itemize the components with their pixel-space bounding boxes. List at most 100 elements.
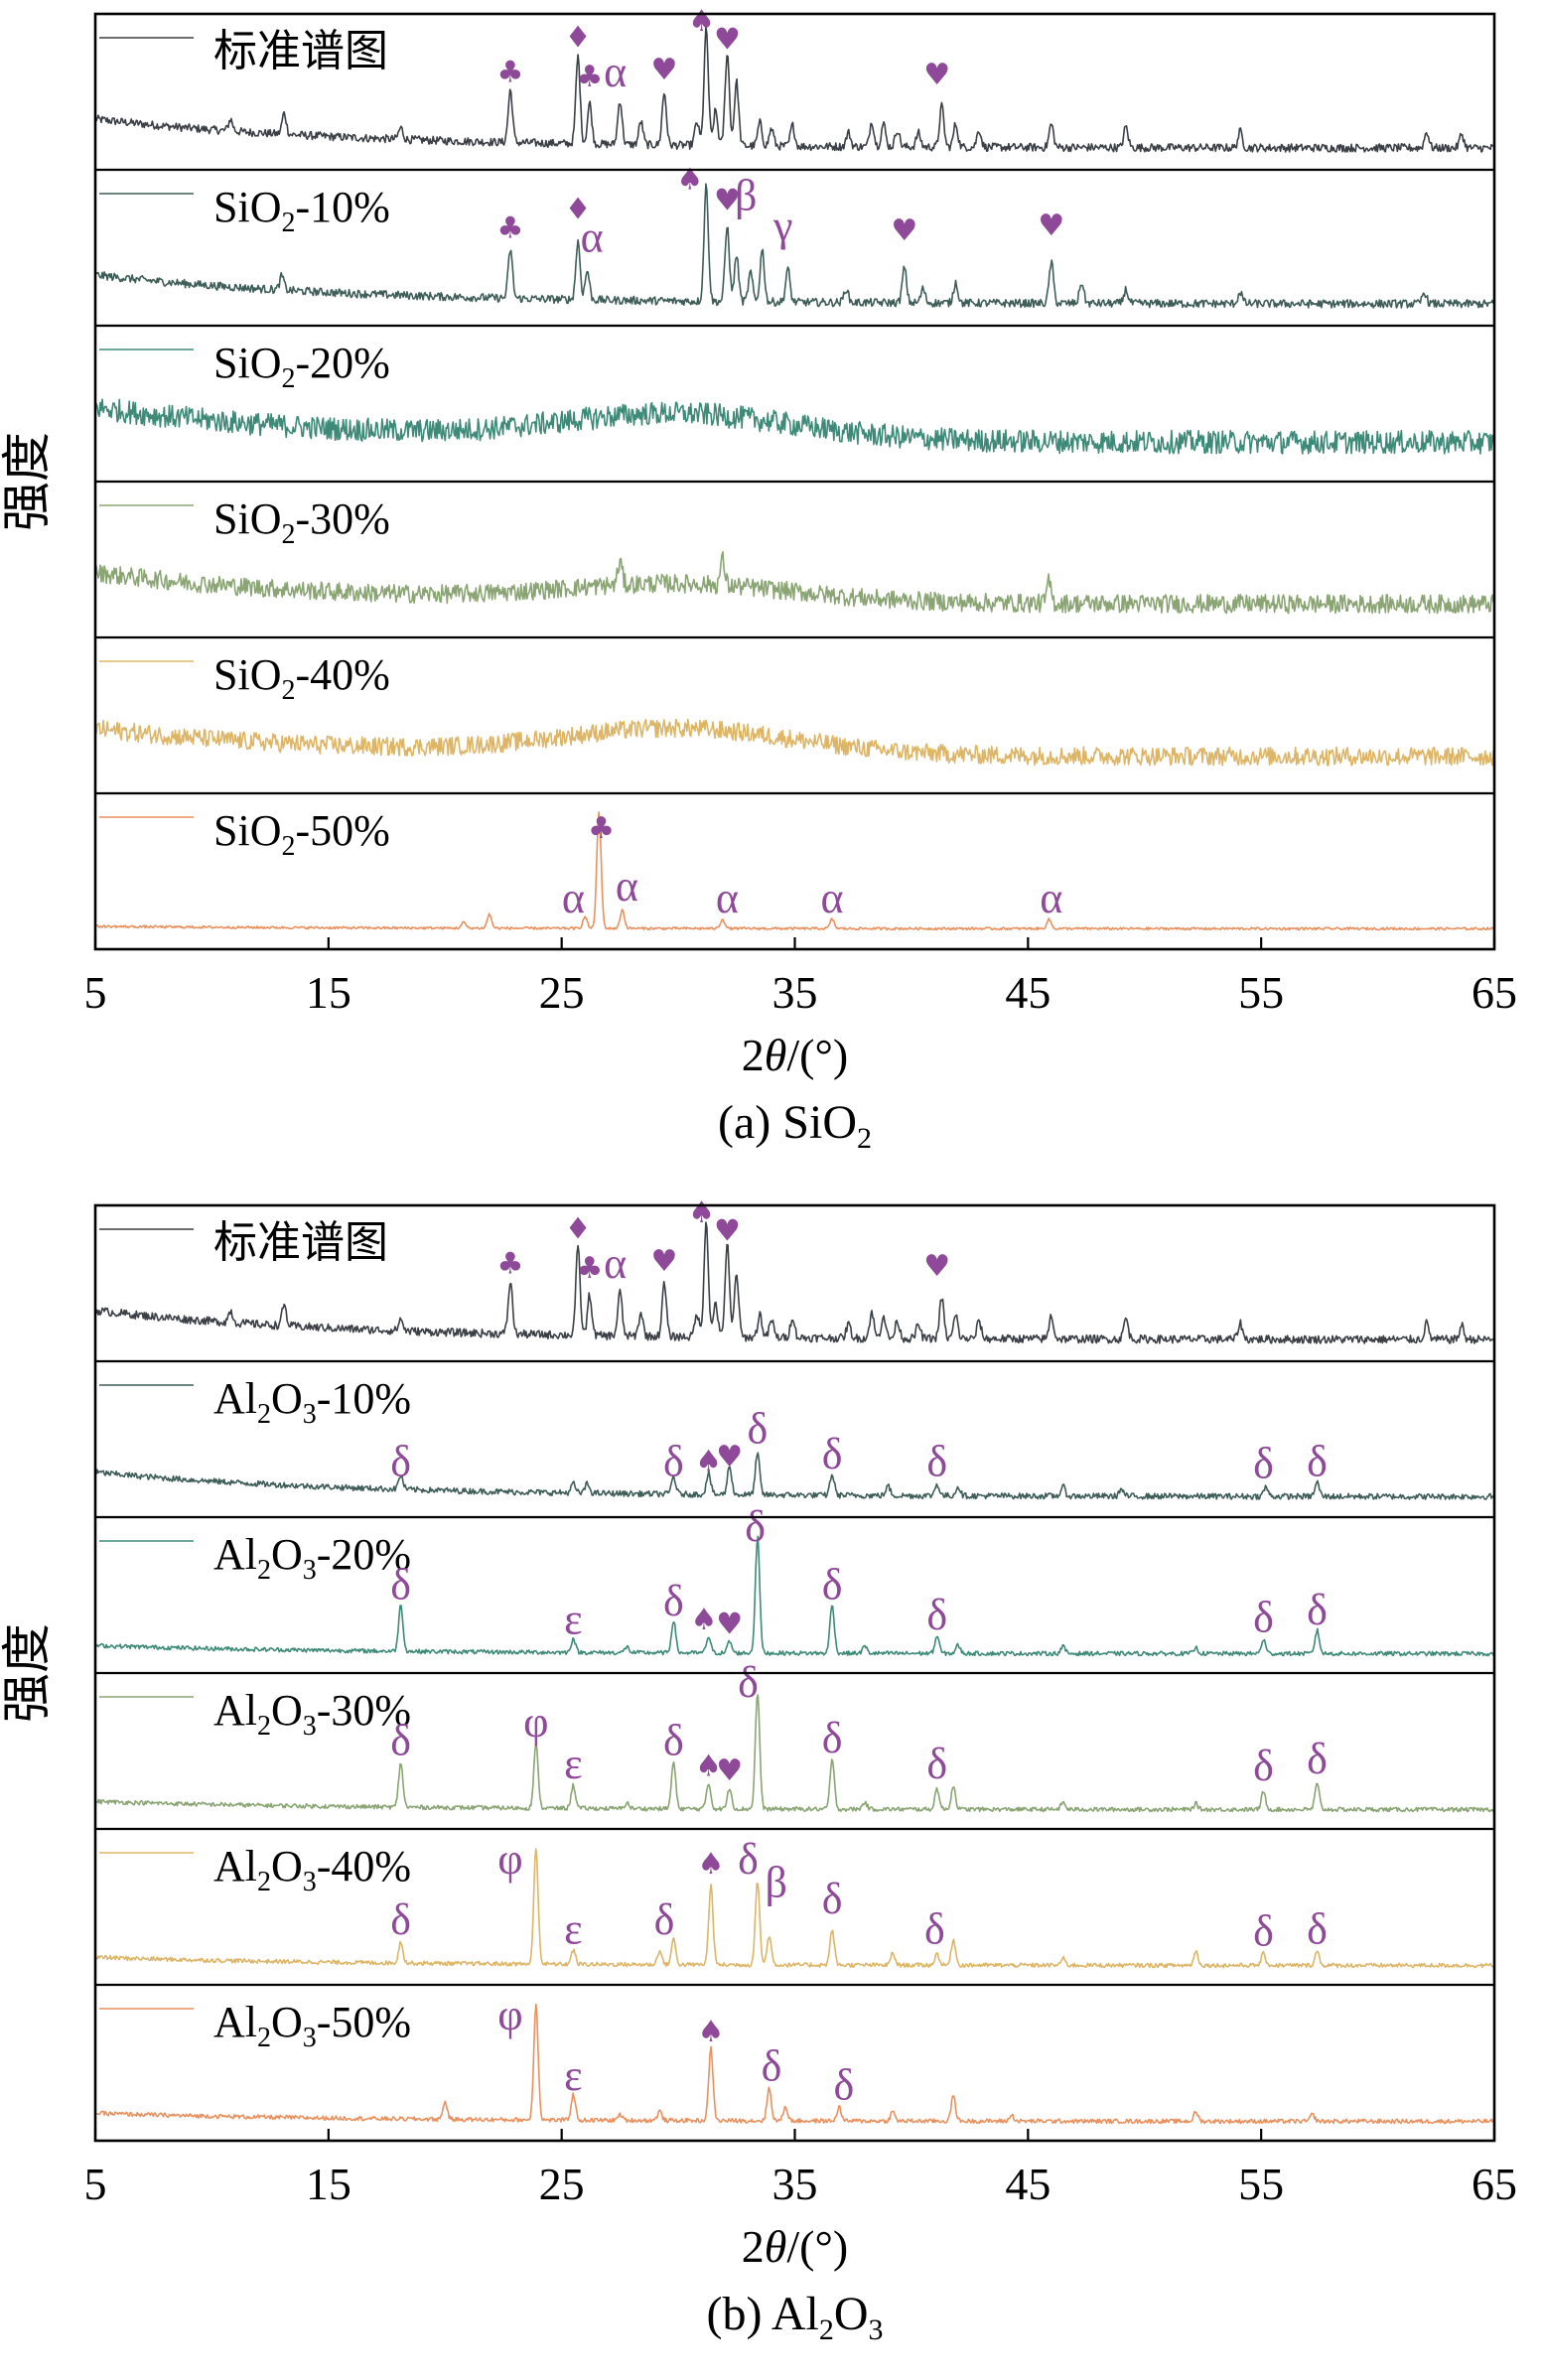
- legend-label-SiO2-20%: SiO2-20%: [213, 339, 390, 394]
- legend-text: 标准谱图: [213, 26, 388, 76]
- x-tick-label: 65: [1472, 2159, 1517, 2209]
- y-axis-label: 强度: [0, 1623, 56, 1723]
- caption-text: O: [834, 2288, 869, 2340]
- phase-marker: α: [616, 862, 638, 910]
- phase-marker: ♥: [714, 1214, 741, 1249]
- series-Al2O3-30%: Al2O3-30%δ φε δ♠♥δδδ δ δ: [94, 1658, 1495, 1813]
- series-Al2O3-50%: Al2O3-50% φε ♠ δ δ: [94, 1991, 1495, 2125]
- phase-marker: γ: [772, 202, 792, 250]
- phase-marker: α: [581, 213, 604, 262]
- series-SiO2-30%: SiO2-30%: [94, 494, 1495, 615]
- legend-text: 标准谱图: [213, 1217, 388, 1268]
- phase-marker: ♦: [565, 193, 592, 227]
- xrd-trace-Al2O3-40%: [94, 1848, 1495, 1969]
- caption-subscript: 2: [819, 2313, 834, 2346]
- legend-label-SiO2-10%: SiO2-10%: [213, 183, 390, 238]
- x-label-theta: θ: [765, 1030, 787, 1080]
- phase-marker: δ: [390, 1895, 411, 1944]
- x-tick-label: 15: [306, 2159, 351, 2209]
- phase-marker: ε: [564, 1904, 582, 1953]
- phase-marker: α: [604, 1239, 627, 1288]
- legend-text: Al: [213, 1530, 257, 1579]
- xrd-trace-标准谱图: [94, 1221, 1495, 1344]
- legend-label-Al2O3-20%: Al2O3-20%: [213, 1530, 411, 1586]
- legend-text: O: [271, 1374, 303, 1423]
- phase-marker: ♥: [891, 213, 917, 248]
- phase-marker: ♣: [588, 811, 615, 846]
- phase-marker: δ: [1253, 1742, 1274, 1790]
- xrd-trace-Al2O3-30%: [94, 1694, 1495, 1813]
- xrd-trace-SiO2-50%: [94, 811, 1495, 931]
- caption-subscript: 2: [857, 1122, 872, 1155]
- phase-marker: ♠: [688, 1195, 715, 1230]
- series-SiO2-10%: SiO2-10% ♣♦α♠♥βγ ♥ ♥: [94, 162, 1495, 309]
- legend-subscript: 2: [281, 831, 295, 862]
- phase-marker: ♠: [690, 1603, 717, 1637]
- phase-marker: δ: [1307, 1904, 1328, 1953]
- x-tick-label: 35: [772, 2159, 818, 2209]
- phase-marker: δ: [738, 1835, 759, 1884]
- phase-marker: α: [562, 874, 585, 922]
- legend-subscript: 2: [281, 208, 295, 238]
- legend-text: -50%: [317, 1998, 411, 2046]
- legend-text: O: [271, 1842, 303, 1890]
- phase-marker: ♦: [565, 1211, 592, 1246]
- legend-label-Al2O3-30%: Al2O3-30%: [213, 1686, 411, 1742]
- legend-text: SiO: [213, 339, 281, 387]
- phase-marker: δ: [822, 1561, 843, 1610]
- phase-marker: ♥: [923, 58, 950, 92]
- phase-marker: δ: [748, 1405, 769, 1454]
- chart-panel-a: 标准谱图 ♣♦♣ α ♥♠♥♥SiO2-10% ♣♦α♠♥βγ ♥ ♥SiO2-20%SiO…: [0, 4, 1517, 1155]
- phase-marker: δ: [1307, 1437, 1328, 1485]
- legend-text: SiO: [213, 183, 281, 231]
- series-Al2O3-20%: Al2O3-20%δε δ ♠♥δδδ δ δ: [94, 1502, 1495, 1657]
- phase-marker: δ: [390, 1437, 411, 1485]
- phase-marker: δ: [762, 2042, 782, 2091]
- x-label-part: /(°): [786, 2221, 848, 2272]
- x-tick-label: 35: [772, 967, 818, 1018]
- panel-caption: (b) Al2O3: [707, 2288, 884, 2346]
- legend-text: SiO: [213, 806, 281, 855]
- phase-marker: ♥: [923, 1249, 950, 1284]
- legend-text: Al: [213, 1998, 257, 2046]
- legend-subscript: 2: [257, 1399, 271, 1430]
- legend-subscript: 2: [257, 1711, 271, 1742]
- phase-marker: ♣: [576, 1251, 603, 1286]
- phase-marker: δ: [663, 1577, 684, 1625]
- series-标准谱图: 标准谱图 ♣♦♣ α ♥♠♥♥: [94, 1195, 1495, 1344]
- caption-text: (a) SiO: [718, 1096, 857, 1149]
- phase-marker: ♥: [651, 1244, 678, 1279]
- phase-marker: ε: [564, 2051, 582, 2100]
- phase-marker: δ: [1253, 1440, 1274, 1488]
- phase-marker: ♦: [565, 20, 592, 55]
- xrd-trace-Al2O3-20%: [94, 1535, 1495, 1657]
- xrd-trace-SiO2-40%: [94, 718, 1495, 767]
- x-label-theta: θ: [765, 2221, 787, 2272]
- legend-label-SiO2-50%: SiO2-50%: [213, 806, 390, 862]
- phase-marker: φ: [497, 1835, 522, 1884]
- x-tick-label: 5: [84, 2159, 107, 2209]
- phase-marker: δ: [926, 1591, 947, 1639]
- phase-marker: δ: [822, 1875, 843, 1923]
- phase-marker: ♠: [698, 2015, 725, 2049]
- legend-text: -10%: [295, 183, 389, 231]
- series-SiO2-50%: SiO2-50% ♣α α α α α: [94, 806, 1495, 931]
- x-tick-label: 15: [306, 967, 351, 1018]
- legend-text: -30%: [295, 494, 389, 543]
- legend-subscript: 3: [303, 1399, 317, 1430]
- phase-marker: δ: [390, 1717, 411, 1765]
- legend-text: O: [271, 1530, 303, 1579]
- y-axis-label: 强度: [0, 432, 56, 531]
- phase-marker: δ: [663, 1437, 684, 1485]
- legend-text: Al: [213, 1842, 257, 1890]
- legend-label-Al2O3-40%: Al2O3-40%: [213, 1842, 411, 1897]
- x-label-part: /(°): [786, 1030, 848, 1080]
- legend-text: Al: [213, 1686, 257, 1735]
- phase-marker: δ: [654, 1895, 675, 1944]
- phase-marker: ♥: [714, 23, 741, 58]
- phase-marker: δ: [1253, 1593, 1274, 1641]
- x-tick-label: 45: [1005, 967, 1051, 1018]
- phase-marker: ♥: [651, 53, 678, 87]
- panel-caption: (a) SiO2: [718, 1096, 872, 1155]
